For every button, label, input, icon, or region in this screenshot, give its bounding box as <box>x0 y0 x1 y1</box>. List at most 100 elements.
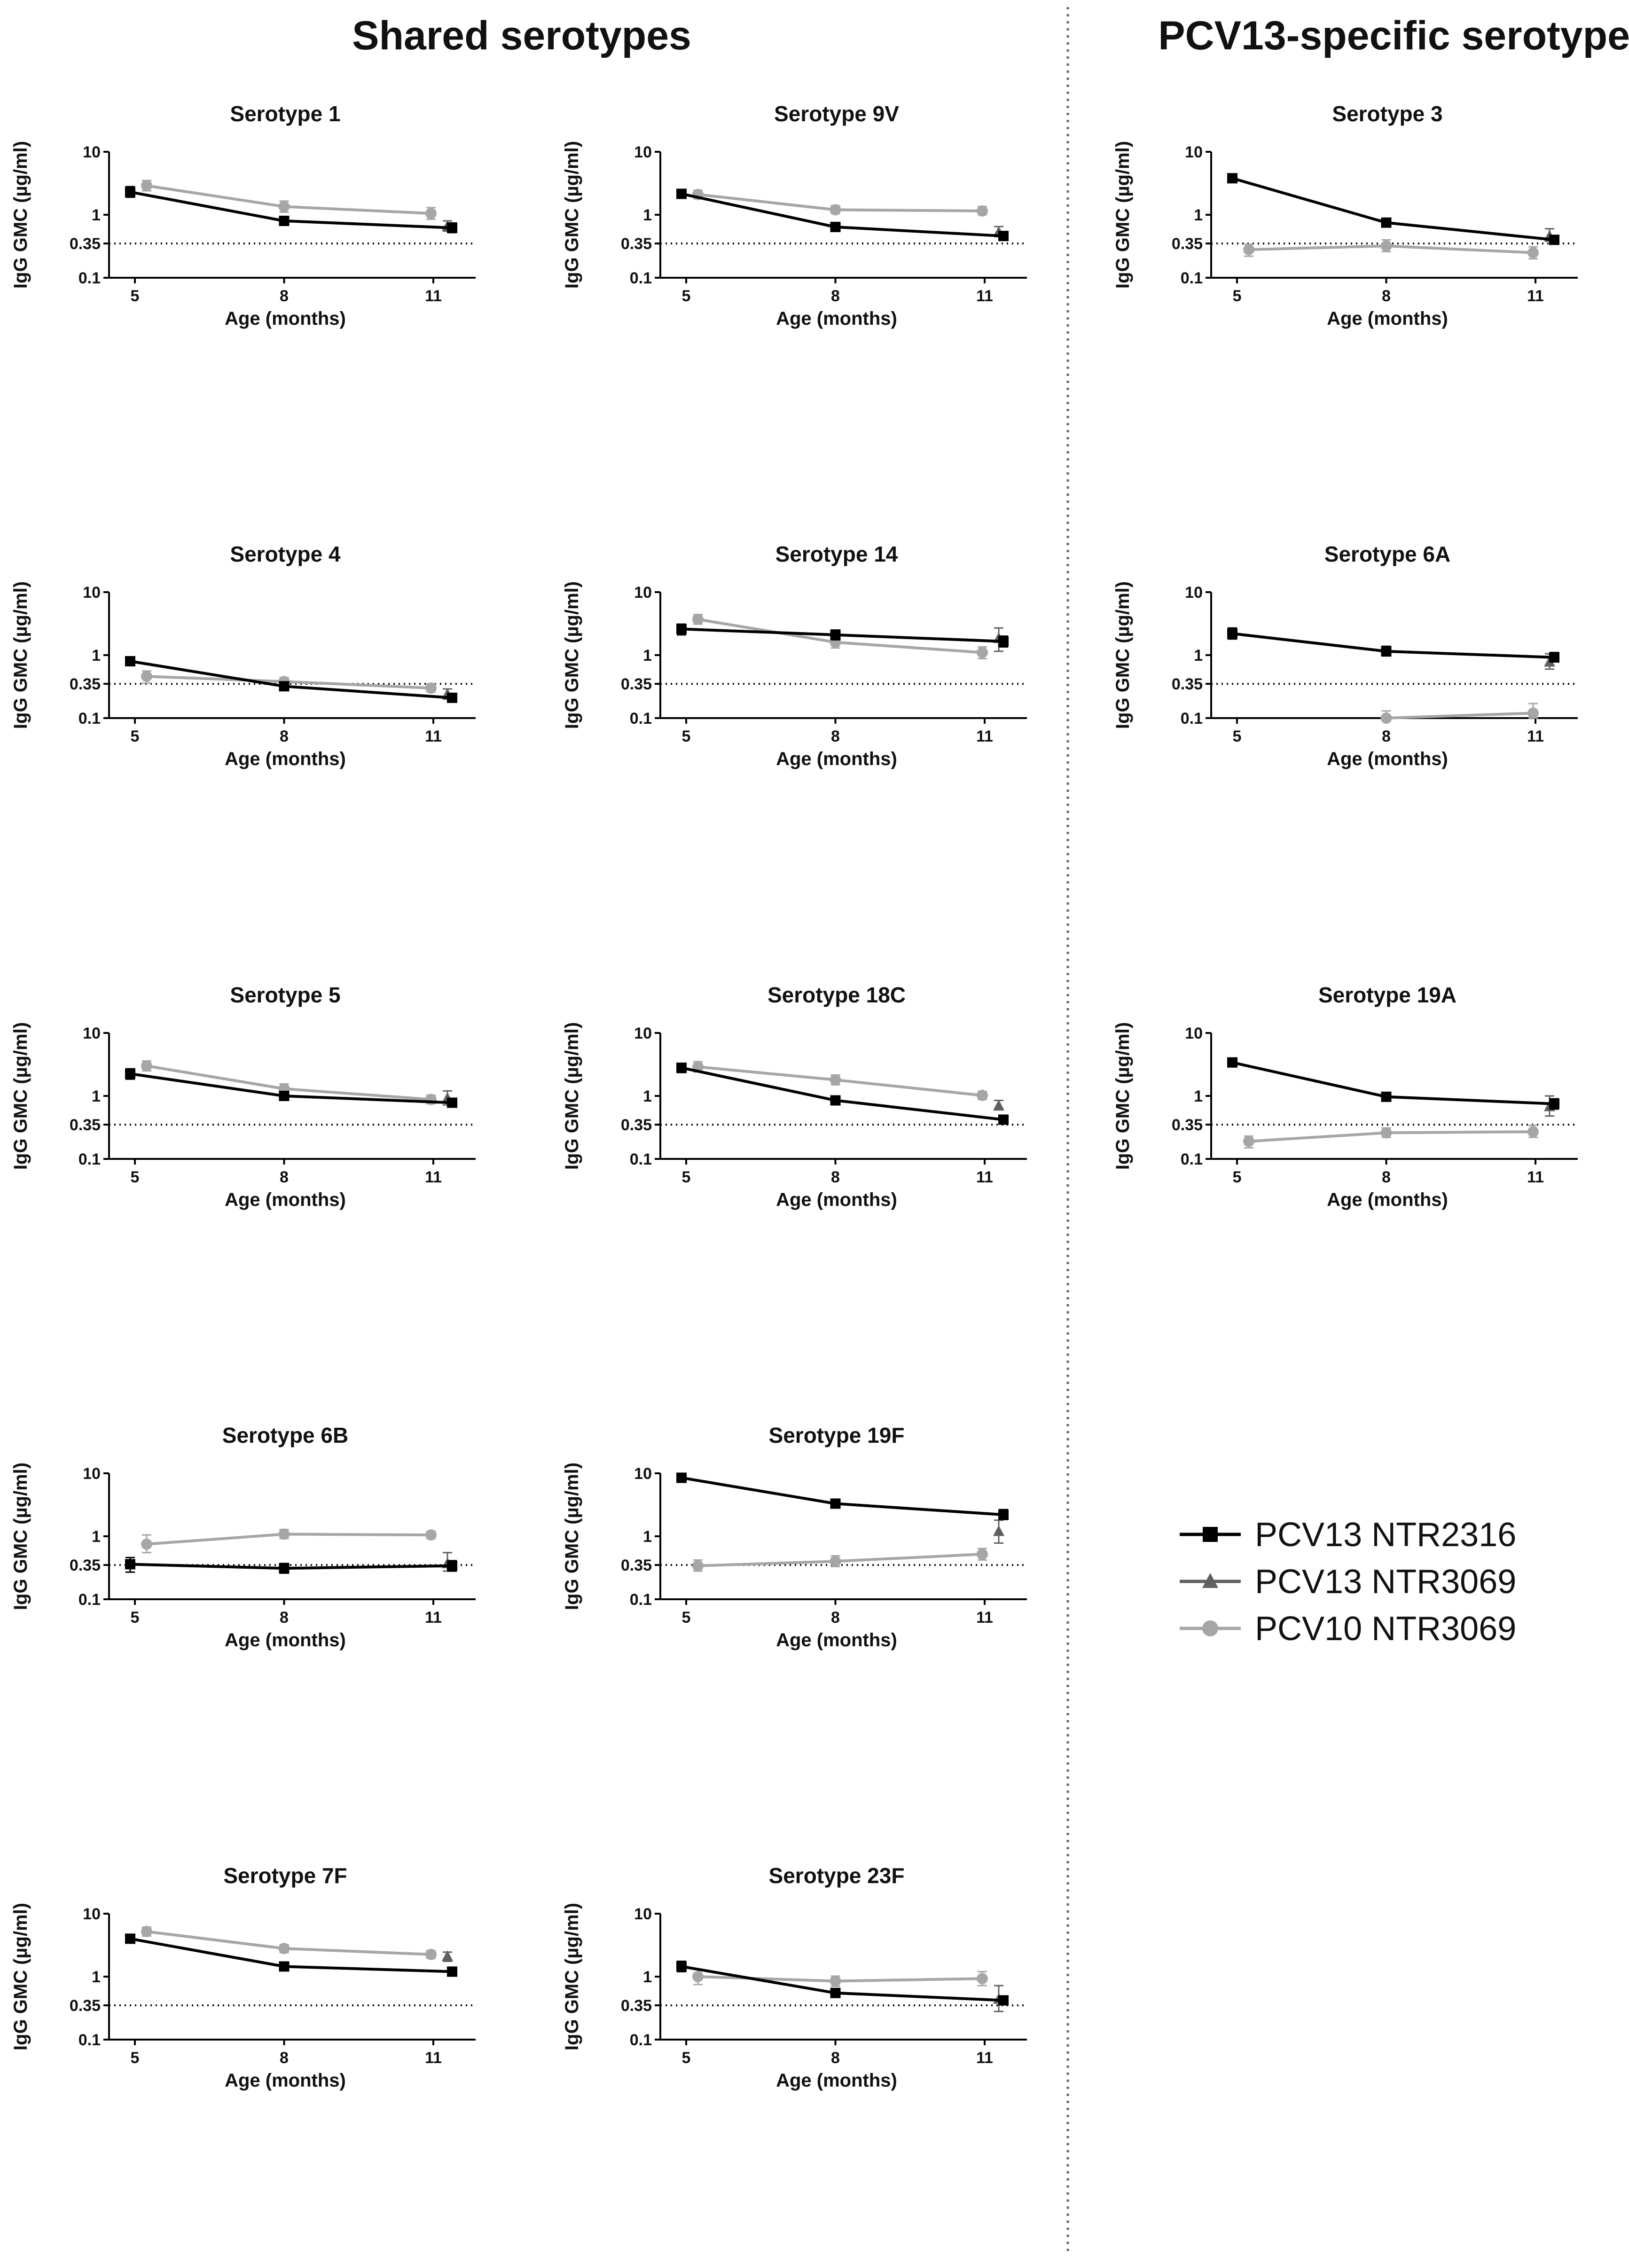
data-point <box>1527 1126 1539 1138</box>
y-tick-label: 10 <box>83 143 101 161</box>
data-point <box>1527 247 1539 258</box>
chart-serotype-6b: Serotype 6B 0.1 0.35 1 10 5 8 11 Age (months) IgG… <box>10 1423 476 1650</box>
data-point <box>141 1538 152 1550</box>
data-point <box>1381 217 1392 228</box>
data-point <box>998 231 1009 242</box>
data-point <box>830 204 841 216</box>
y-tick-label: 0.1 <box>630 1150 652 1168</box>
chart-title: Serotype 14 <box>775 542 898 566</box>
chart-serotype-23f: Serotype 23F 0.1 0.35 1 10 5 8 11 Age (months) Ig… <box>562 1863 1027 2091</box>
y-tick-label: 10 <box>1185 1025 1203 1042</box>
data-point <box>278 1943 290 1955</box>
series-pcv10-ntr3069 <box>141 1926 437 1960</box>
y-axis-label: IgG GMC (µg/ml) <box>1112 141 1133 289</box>
legend-label: PCV13 NTR3069 <box>1255 1563 1516 1601</box>
series-pcv13-ntr2316 <box>125 656 457 703</box>
data-point <box>692 613 704 625</box>
y-tick-label: 0.35 <box>70 675 101 693</box>
y-tick-label: 10 <box>83 1025 101 1042</box>
x-tick-label: 11 <box>425 1168 442 1186</box>
y-tick-label: 10 <box>634 584 652 602</box>
data-point <box>141 671 152 682</box>
chart-serotype-19f: Serotype 19F 0.1 0.35 1 10 5 8 11 Age (months) Ig… <box>562 1423 1027 1650</box>
x-tick-label: 5 <box>131 287 140 305</box>
y-tick-label: 0.1 <box>78 1150 101 1168</box>
chart-serotype-18c: Serotype 18C 0.1 0.35 1 10 5 8 11 Age (months) Ig… <box>562 983 1027 1210</box>
data-point <box>1549 652 1559 663</box>
y-tick-label: 10 <box>634 1025 652 1042</box>
chart-title: Serotype 19F <box>769 1423 905 1447</box>
data-point <box>830 1556 841 1567</box>
data-point <box>447 692 457 703</box>
data-point <box>1381 646 1392 657</box>
legend: PCV13 NTR2316 PCV13 NTR3069 PCV10 NTR3069 <box>1180 1516 1516 1648</box>
y-axis-label: IgG GMC (µg/ml) <box>562 141 582 289</box>
x-tick-label: 5 <box>682 2049 691 2067</box>
y-axis-label: IgG GMC (µg/ml) <box>1112 1022 1133 1170</box>
y-tick-label: 0.35 <box>70 1116 101 1134</box>
x-tick-label: 11 <box>976 2049 993 2067</box>
y-axis-label: IgG GMC (µg/ml) <box>1112 581 1133 729</box>
data-point <box>447 1560 457 1571</box>
x-tick-label: 11 <box>976 1168 993 1186</box>
x-tick-label: 11 <box>976 287 993 305</box>
series-pcv13-ntr2316 <box>676 1063 1009 1125</box>
data-point <box>692 1560 704 1572</box>
y-axis-label: IgG GMC (µg/ml) <box>10 581 31 729</box>
x-tick-label: 11 <box>976 727 993 745</box>
chart-serotype-5: Serotype 5 0.1 0.35 1 10 5 8 11 Age (months) IgG … <box>10 983 476 1210</box>
x-tick-label: 8 <box>1382 727 1391 745</box>
legend-item-pcv10-ntr3069: PCV10 NTR3069 <box>1180 1610 1516 1648</box>
y-tick-label: 10 <box>634 1465 652 1483</box>
chart-title: Serotype 5 <box>230 983 340 1007</box>
legend-label: PCV13 NTR2316 <box>1255 1516 1516 1554</box>
y-tick-label: 1 <box>643 1528 652 1546</box>
y-tick-label: 0.35 <box>621 1116 652 1134</box>
x-axis-label: Age (months) <box>776 1189 897 1210</box>
series-pcv10-ntr3069 <box>1243 1125 1539 1149</box>
data-point <box>977 647 988 658</box>
data-point <box>141 1926 152 1938</box>
y-tick-label: 1 <box>1194 206 1203 224</box>
data-point <box>692 1971 704 1982</box>
y-tick-label: 0.1 <box>78 2031 101 2049</box>
series-pcv10-ntr3069 <box>141 180 437 220</box>
x-tick-label: 8 <box>280 287 289 305</box>
chart-title: Serotype 6B <box>222 1423 348 1447</box>
chart-title: Serotype 1 <box>230 102 340 126</box>
series-pcv10-ntr3069 <box>692 1548 988 1572</box>
data-point <box>447 1097 457 1108</box>
data-point <box>278 201 290 212</box>
series-pcv13-ntr2316 <box>125 1068 457 1108</box>
data-point <box>998 1509 1009 1520</box>
series-pcv13-ntr2316 <box>676 188 1009 242</box>
data-point <box>447 1966 457 1977</box>
x-tick-label: 5 <box>682 1609 691 1627</box>
series-pcv13-ntr2316 <box>1227 627 1559 663</box>
x-tick-label: 11 <box>425 727 442 745</box>
series-pcv13-ntr2316 <box>1227 1057 1559 1110</box>
y-axis-label: IgG GMC (µg/ml) <box>562 581 582 729</box>
x-tick-label: 5 <box>1233 1168 1242 1186</box>
data-point <box>279 1563 290 1574</box>
x-axis-label: Age (months) <box>225 308 346 329</box>
y-tick-label: 1 <box>1194 647 1203 665</box>
data-point <box>447 222 457 233</box>
data-point <box>1243 244 1254 256</box>
x-tick-label: 8 <box>280 2049 289 2067</box>
y-tick-label: 0.35 <box>70 1997 101 2015</box>
chart-serotype-4: Serotype 4 0.1 0.35 1 10 5 8 11 Age (months) IgG … <box>10 542 476 769</box>
data-point <box>278 1528 290 1540</box>
series-pcv13-ntr2316 <box>676 1472 1009 1520</box>
y-tick-label: 0.35 <box>621 1556 652 1574</box>
series-pcv13-ntr2316 <box>676 1960 1009 2006</box>
x-tick-label: 8 <box>831 287 840 305</box>
legend-label: PCV10 NTR3069 <box>1255 1610 1516 1648</box>
y-tick-label: 0.35 <box>1172 235 1203 253</box>
x-tick-label: 5 <box>131 1609 140 1627</box>
y-tick-label: 0.35 <box>1172 1116 1203 1134</box>
y-tick-label: 1 <box>92 1968 101 1986</box>
x-tick-label: 11 <box>425 2049 442 2067</box>
data-point <box>1227 1057 1237 1068</box>
data-point <box>1549 1098 1559 1109</box>
